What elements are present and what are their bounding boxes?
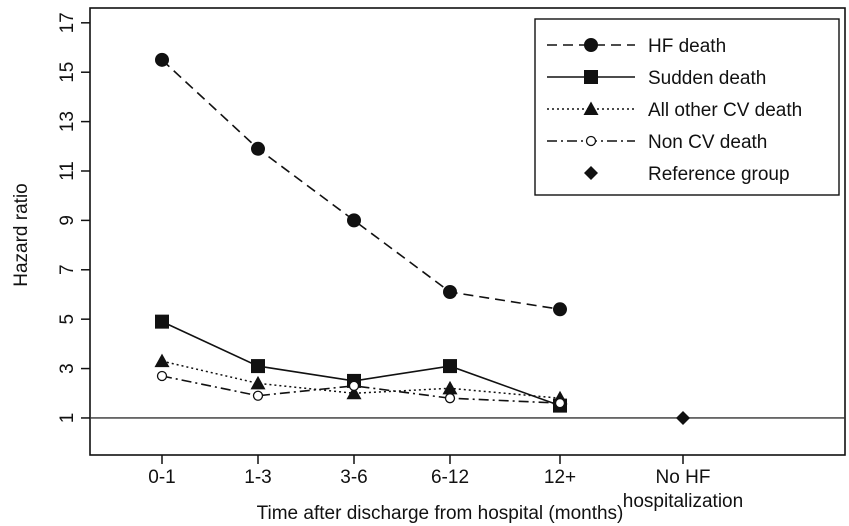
data-point-series-0 [251, 141, 265, 156]
data-point-series-2 [442, 380, 458, 395]
legend-marker-2 [583, 101, 599, 115]
data-point-series-3 [348, 380, 360, 392]
x-tick-label: 0-1 [148, 467, 175, 488]
legend-marker-3 [585, 135, 597, 147]
y-tick-label: 5 [57, 314, 78, 325]
data-point-series-3 [156, 370, 168, 382]
legend-item: HF death [547, 36, 726, 57]
legend-label: All other CV death [648, 100, 802, 121]
y-tick-label: 15 [57, 62, 78, 83]
legend-item: Non CV death [547, 132, 767, 153]
series-line-0 [161, 59, 561, 311]
legend-label: HF death [648, 36, 726, 57]
legend-marker-0 [584, 38, 598, 52]
y-tick-label: 9 [57, 215, 78, 226]
data-point-series-2 [154, 353, 170, 368]
y-tick-label: 11 [57, 161, 78, 181]
x-tick-label: 1-3 [244, 467, 271, 488]
data-point-series-2 [250, 375, 266, 390]
y-tick-label: 17 [57, 12, 78, 33]
y-tick-label: 3 [57, 363, 78, 374]
data-point-series-0 [443, 285, 457, 300]
y-tick-label: 1 [57, 413, 78, 424]
legend-marker-4 [584, 166, 598, 180]
legend-label: Sudden death [648, 68, 766, 89]
data-point-series-4 [676, 410, 690, 425]
data-point-series-0 [553, 302, 567, 317]
x-tick-label: 12+ [544, 467, 576, 488]
data-point-series-2 [346, 385, 362, 400]
y-tick-label: 13 [57, 111, 78, 132]
x-tick-label: 6-12 [431, 467, 469, 488]
data-point-series-1 [155, 314, 169, 329]
plot-frame [89, 7, 846, 456]
data-point-series-3 [252, 390, 264, 401]
x-axis-title: Time after discharge from hospital (mont… [257, 503, 624, 524]
legend-item: All other CV death [547, 100, 802, 121]
legend-label: Reference group [648, 164, 790, 185]
x-tick-label: 3-6 [340, 467, 367, 488]
x-tick-label: No HF hospitalization [623, 467, 743, 512]
data-point-series-1 [251, 359, 265, 374]
y-tick-label: 7 [57, 264, 78, 275]
legend-marker-1 [584, 70, 598, 84]
data-point-series-3 [554, 397, 566, 409]
legend-item: Sudden death [547, 68, 766, 89]
data-point-series-0 [347, 213, 361, 228]
y-axis-title: Hazard ratio [11, 183, 32, 287]
data-point-series-3 [444, 393, 456, 404]
legend-item: Reference group [584, 164, 790, 185]
legend-label: Non CV death [648, 132, 767, 153]
data-point-series-0 [155, 52, 169, 67]
data-point-series-1 [443, 359, 457, 374]
